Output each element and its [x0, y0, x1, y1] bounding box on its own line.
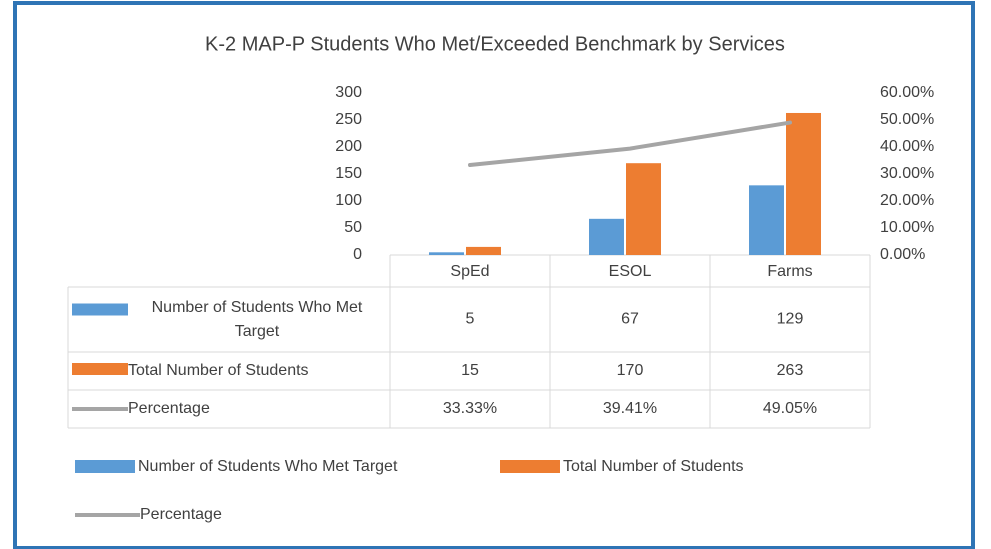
- table-value: 5: [466, 311, 475, 328]
- table-value: 129: [777, 311, 804, 328]
- bar: [589, 218, 624, 255]
- table-value: 170: [617, 362, 644, 379]
- table-value: 39.41%: [603, 400, 657, 417]
- y2-tick-label: 40.00%: [880, 138, 934, 155]
- table-value: 15: [461, 362, 479, 379]
- table-row-label: Percentage: [128, 400, 210, 417]
- bar: [749, 185, 784, 255]
- y2-tick-label: 0.00%: [880, 246, 925, 263]
- y-tick-label: 250: [335, 111, 362, 128]
- table-value: 49.05%: [763, 400, 817, 417]
- frame: [13, 1, 975, 549]
- legend-label: Number of Students Who Met Target: [138, 458, 398, 475]
- bar: [466, 246, 501, 255]
- table-row-label: Total Number of Students: [128, 362, 309, 379]
- y-tick-label: 200: [335, 138, 362, 155]
- x-tick-label: Farms: [767, 263, 812, 280]
- table-value: 33.33%: [443, 400, 497, 417]
- x-tick-label: ESOL: [609, 263, 652, 280]
- chart-title: K-2 MAP-P Students Who Met/Exceeded Benc…: [205, 33, 785, 55]
- legend-label: Total Number of Students: [563, 458, 744, 475]
- legend-key: [500, 460, 560, 473]
- y2-tick-label: 10.00%: [880, 219, 934, 236]
- y2-tick-label: 30.00%: [880, 165, 934, 182]
- bar: [429, 252, 464, 255]
- bar: [626, 163, 661, 255]
- y-tick-label: 50: [344, 219, 362, 236]
- y2-tick-label: 60.00%: [880, 84, 934, 101]
- y-tick-label: 300: [335, 84, 362, 101]
- table-value: 263: [777, 362, 804, 379]
- table-row-label: Number of Students Who Met Target: [151, 298, 363, 340]
- line: [468, 120, 792, 168]
- y-tick-label: 100: [335, 192, 362, 209]
- table-key: [72, 363, 128, 375]
- table-value: 67: [621, 311, 639, 328]
- legend-label: Percentage: [140, 506, 222, 523]
- legend-key: [75, 460, 135, 473]
- y-tick-label: 0: [353, 246, 362, 263]
- y-tick-label: 150: [335, 165, 362, 182]
- y2-tick-label: 20.00%: [880, 192, 934, 209]
- bar: [786, 112, 821, 255]
- table-key: [72, 303, 128, 316]
- y2-tick-label: 50.00%: [880, 111, 934, 128]
- x-tick-label: SpEd: [450, 263, 489, 280]
